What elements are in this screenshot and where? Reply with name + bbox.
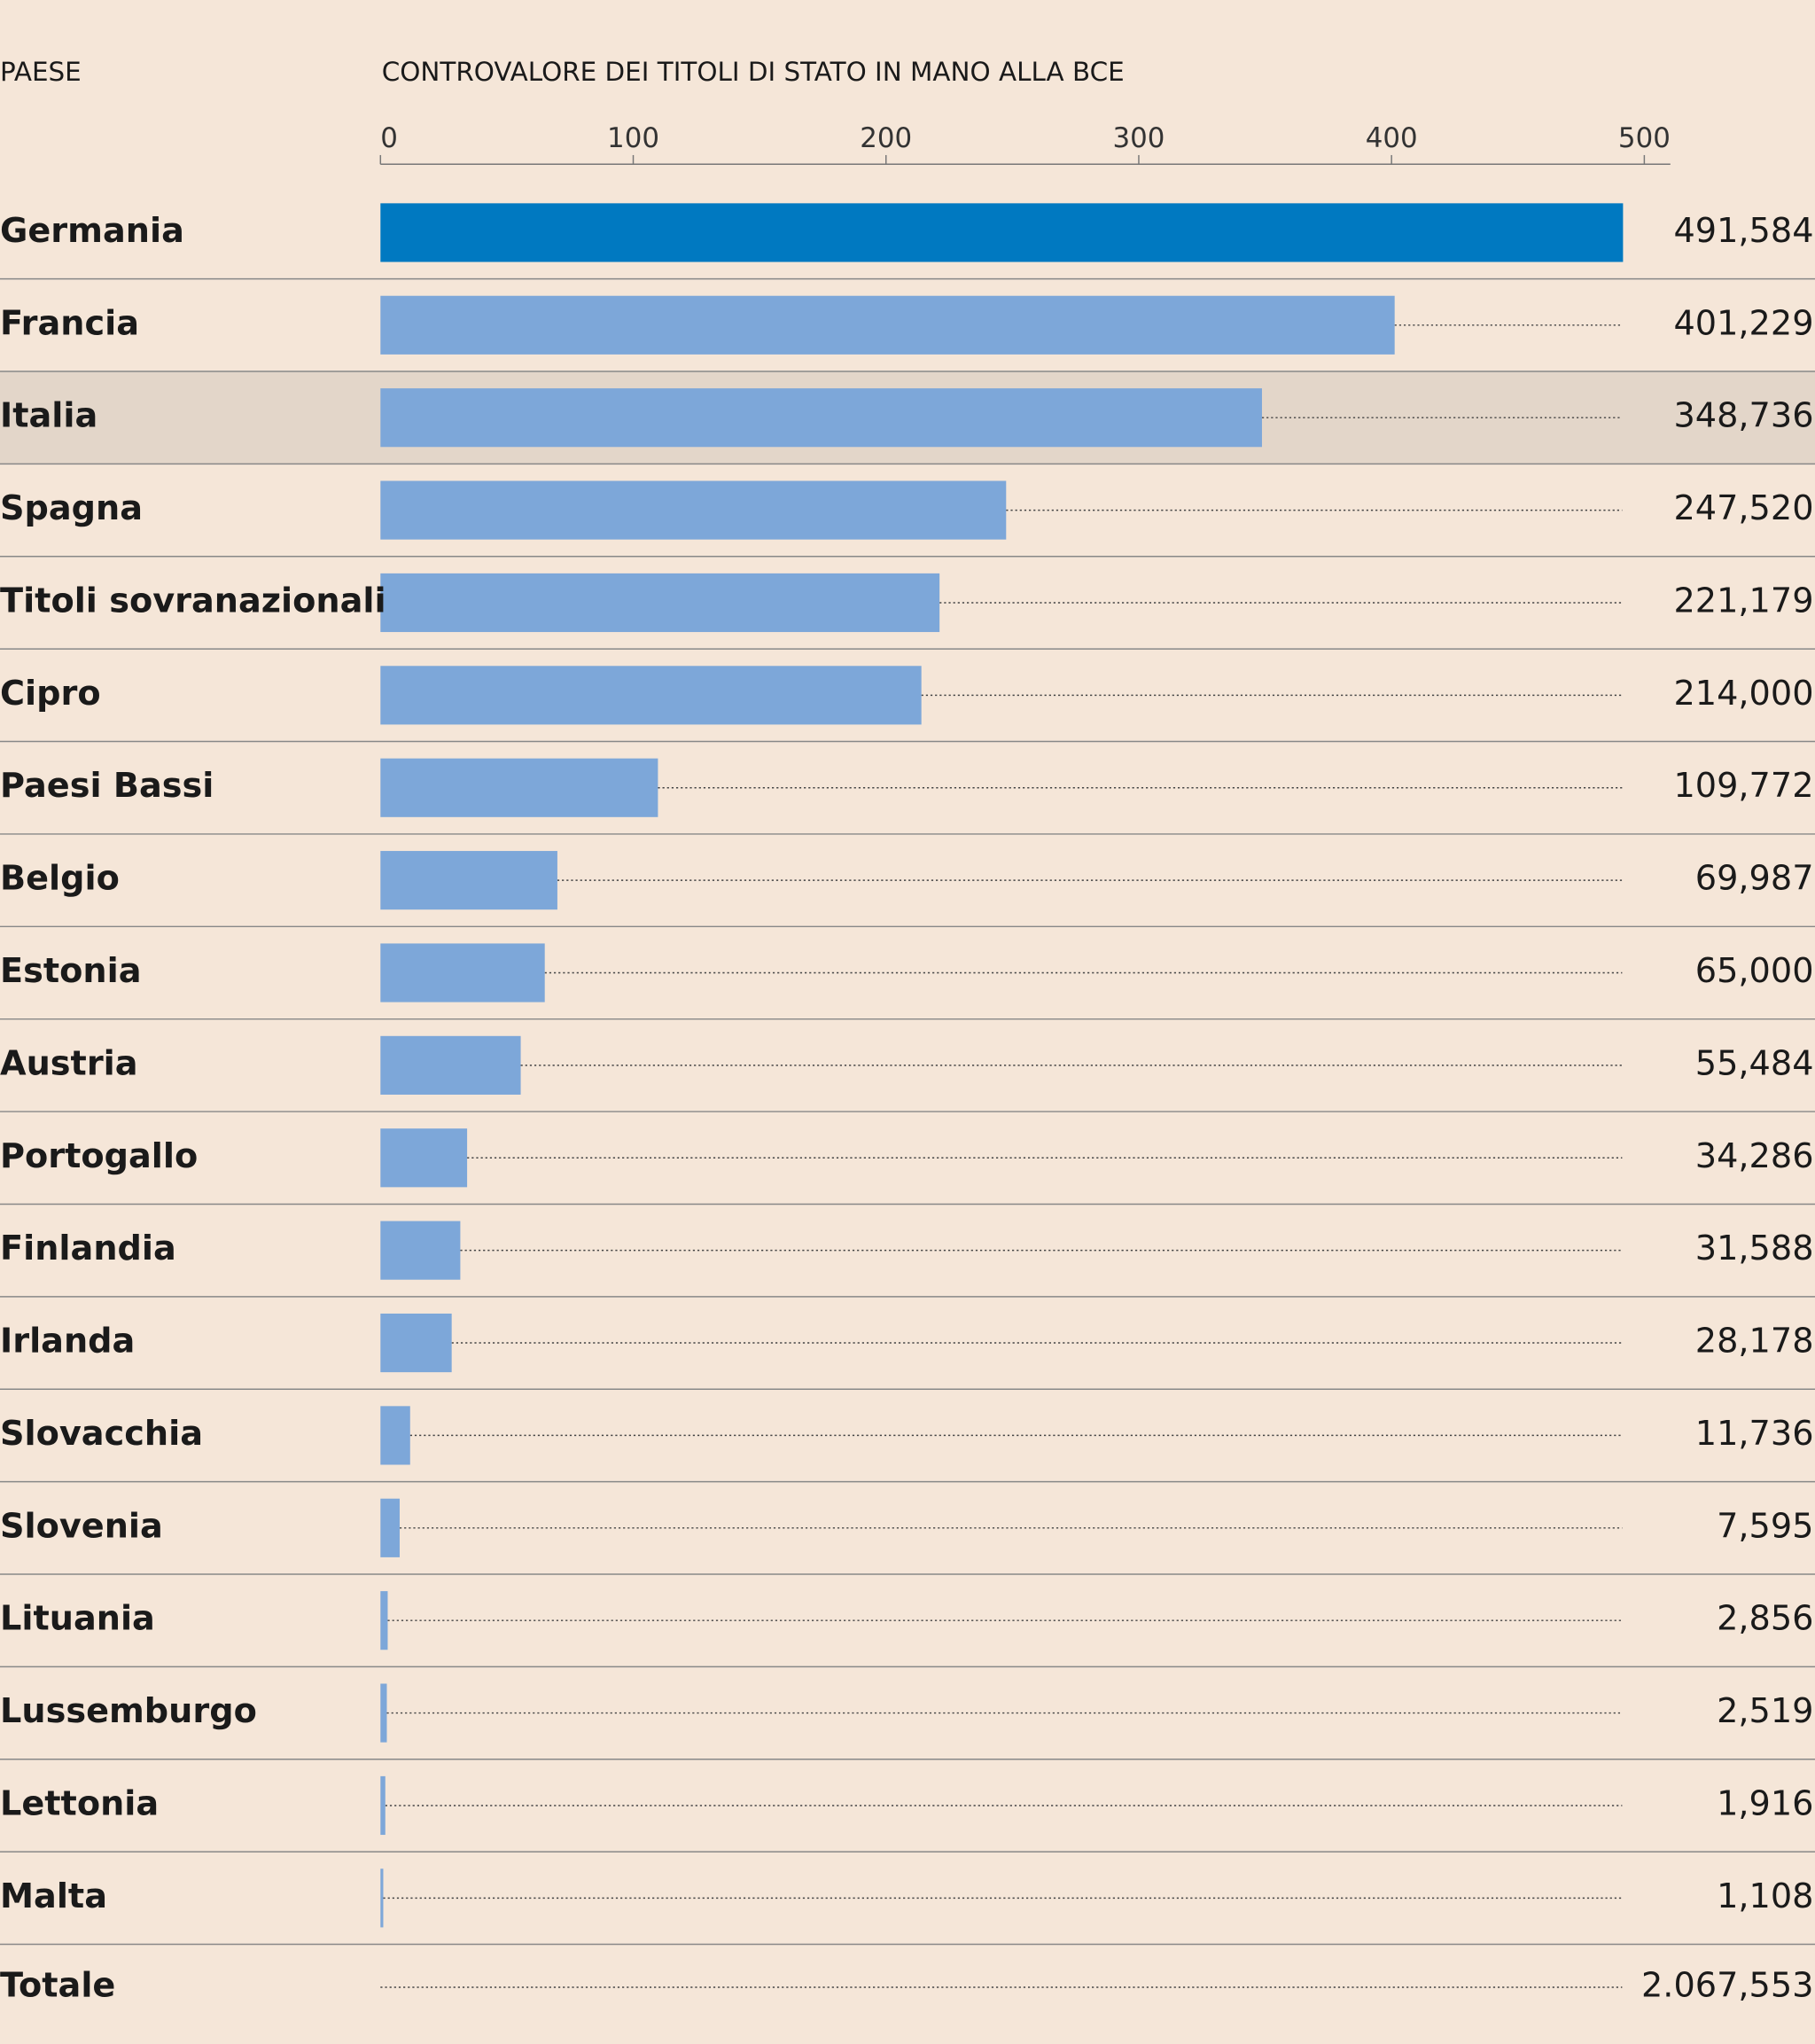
- bar: [380, 388, 1262, 448]
- category-label: Estonia: [0, 952, 141, 991]
- bar: [380, 851, 557, 910]
- category-label: Austria: [0, 1044, 138, 1083]
- category-label: Lituania: [0, 1600, 155, 1639]
- value-label: 2,856: [1717, 1600, 1813, 1639]
- bar: [380, 1313, 452, 1373]
- bar: [380, 1128, 468, 1188]
- x-tick-label: 400: [1366, 122, 1418, 154]
- bar: [380, 1591, 388, 1650]
- bar: [380, 573, 940, 633]
- total-label: Totale: [0, 1967, 115, 2006]
- x-tick-label: 500: [1618, 122, 1671, 154]
- category-label: Lettonia: [0, 1784, 159, 1823]
- bar: [380, 480, 1007, 540]
- value-label: 65,000: [1695, 952, 1814, 991]
- bar: [380, 295, 1395, 355]
- category-label: Irlanda: [0, 1322, 135, 1361]
- value-label: 31,588: [1695, 1229, 1814, 1268]
- x-tick-label: 0: [380, 122, 398, 154]
- value-label: 1,108: [1717, 1877, 1813, 1916]
- category-label: Slovacchia: [0, 1415, 203, 1454]
- bar: [380, 1868, 384, 1928]
- category-label: Titoli sovranazionali: [0, 581, 386, 620]
- bar: [380, 1035, 521, 1095]
- value-label: 401,229: [1673, 304, 1813, 343]
- x-tick-label: 100: [607, 122, 659, 154]
- category-label: Italia: [0, 397, 97, 436]
- bar: [380, 1683, 387, 1743]
- category-label: Spagna: [0, 489, 143, 528]
- chart-title: CONTROVALORE DEI TITOLI DI STATO IN MANO…: [382, 57, 1125, 87]
- value-label: 491,584: [1673, 212, 1813, 251]
- x-tick-label: 300: [1113, 122, 1165, 154]
- category-label: Germania: [0, 212, 184, 251]
- bar: [380, 666, 922, 725]
- category-label: Portogallo: [0, 1137, 198, 1176]
- value-label: 221,179: [1673, 581, 1813, 620]
- value-label: 69,987: [1695, 860, 1814, 899]
- value-label: 34,286: [1695, 1137, 1814, 1176]
- category-label: Slovenia: [0, 1507, 163, 1546]
- category-header: PAESE: [0, 57, 82, 87]
- category-label: Francia: [0, 304, 139, 343]
- category-label: Cipro: [0, 675, 101, 714]
- category-label: Belgio: [0, 860, 120, 899]
- value-label: 7,595: [1717, 1507, 1813, 1546]
- category-label: Malta: [0, 1877, 107, 1916]
- category-label: Paesi Bassi: [0, 767, 214, 806]
- value-label: 11,736: [1695, 1415, 1814, 1454]
- value-label: 109,772: [1673, 767, 1813, 806]
- bar: [380, 758, 658, 817]
- bar: [380, 1775, 386, 1836]
- x-tick-label: 200: [860, 122, 912, 154]
- bar: [380, 943, 545, 1002]
- value-label: 214,000: [1673, 675, 1813, 714]
- value-label: 348,736: [1673, 397, 1813, 436]
- total-value: 2.067,553: [1641, 1967, 1814, 2006]
- bar: [380, 203, 1624, 262]
- value-label: 55,484: [1695, 1044, 1814, 1083]
- value-label: 28,178: [1695, 1322, 1814, 1361]
- bar: [380, 1221, 461, 1280]
- value-label: 1,916: [1717, 1784, 1813, 1823]
- bar: [380, 1406, 410, 1465]
- value-label: 247,520: [1673, 489, 1813, 528]
- category-label: Lussemburgo: [0, 1692, 257, 1731]
- category-label: Finlandia: [0, 1229, 176, 1268]
- bar: [380, 1498, 400, 1557]
- value-label: 2,519: [1717, 1692, 1813, 1731]
